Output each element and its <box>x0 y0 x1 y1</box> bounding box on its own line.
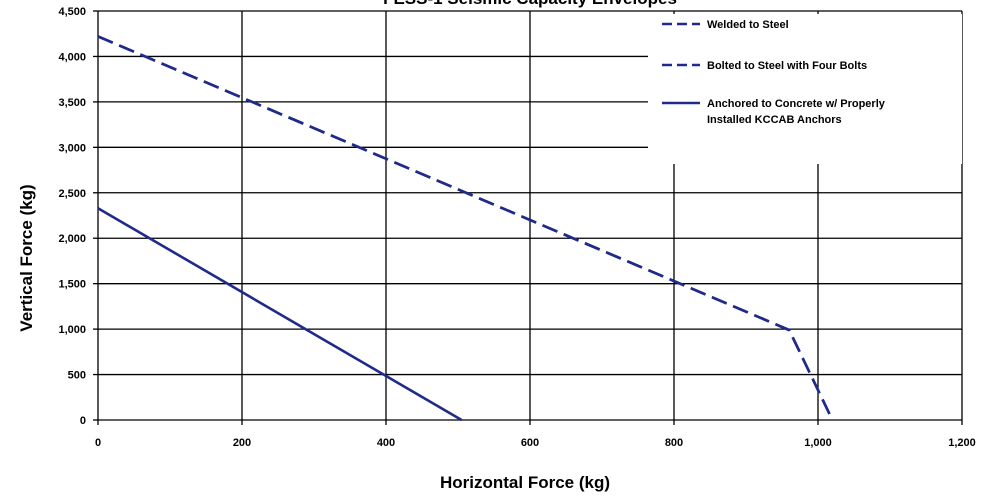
legend-label: Welded to Steel <box>707 19 789 31</box>
y-tick-label: 2,500 <box>58 188 86 200</box>
legend-box <box>648 14 962 164</box>
y-tick-label: 0 <box>80 415 86 427</box>
legend-label: Anchored to Concrete w/ Properly Installe… <box>707 98 886 126</box>
y-tick-label: 500 <box>68 370 86 382</box>
y-tick-label: 3,500 <box>58 97 86 109</box>
x-tick-label: 1,200 <box>948 437 976 449</box>
grid-layer <box>93 10 963 425</box>
x-tick-label: 800 <box>665 437 683 449</box>
y-tick-label: 1,000 <box>58 324 86 336</box>
legend-label: Bolted to Steel with Four Bolts <box>707 60 867 72</box>
x-tick-label: 400 <box>377 437 395 449</box>
x-tick-label: 1,000 <box>804 437 832 449</box>
legend: Welded to Steel Bolted to Steel with Four… <box>648 14 962 164</box>
x-axis-title: Horizontal Force (kg) <box>440 473 610 492</box>
tick-layer: 0 200 400 600 800 1,000 1,200 0 500 1,000 1,500 2,0… <box>58 6 975 449</box>
chart-title: FESS-1 Seismic Capacity Envelopes <box>383 0 677 8</box>
x-tick-label: 200 <box>233 437 251 449</box>
y-tick-label: 4,500 <box>58 6 86 18</box>
x-tick-label: 600 <box>521 437 539 449</box>
y-tick-label: 1,500 <box>58 279 86 291</box>
series-line <box>97 35 834 421</box>
series-layer <box>97 35 834 422</box>
x-tick-label: 0 <box>95 437 101 449</box>
y-tick-label: 4,000 <box>58 51 86 63</box>
y-tick-label: 3,000 <box>58 142 86 154</box>
y-axis-title: Vertical Force (kg) <box>17 184 36 331</box>
series-line <box>97 207 463 422</box>
y-tick-label: 2,000 <box>58 233 86 245</box>
